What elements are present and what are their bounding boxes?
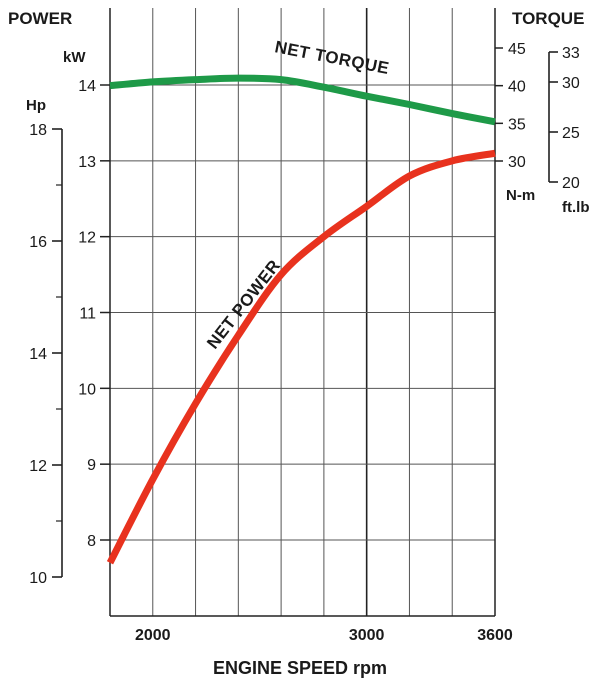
x-tick-label: 3000 <box>349 627 385 644</box>
right-title: TORQUE <box>512 9 584 28</box>
net-power-label: NET POWER <box>203 256 284 352</box>
kw-tick-label: 8 <box>87 533 96 550</box>
ftlb-tick-label: 20 <box>562 175 580 192</box>
hp-axis-label: Hp <box>26 97 46 114</box>
x-tick-label: 2000 <box>135 627 171 644</box>
kw-tick-label: 10 <box>78 381 96 398</box>
x-axis-title: ENGINE SPEED rpm <box>213 658 387 678</box>
net-power-curve <box>106 149 496 565</box>
kw-axis-label: kW <box>63 49 86 66</box>
x-tick-label: 3600 <box>477 627 513 644</box>
nm-tick-label: 35 <box>508 116 526 133</box>
ftlb-tick-label: 30 <box>562 75 580 92</box>
axes: 2000 3000 3600 8 9 10 11 12 13 14 10 12 14 16 18 30 35 40… <box>29 41 580 644</box>
hp-tick-label: 12 <box>29 458 47 475</box>
hp-tick-label: 16 <box>29 234 47 251</box>
ftlb-axis-label: ft.lb <box>562 199 590 216</box>
hp-tick-label: 14 <box>29 346 47 363</box>
left-title: POWER <box>8 9 72 28</box>
hp-tick-label: 10 <box>29 570 47 587</box>
nm-tick-label: 30 <box>508 154 526 171</box>
kw-tick-label: 9 <box>87 457 96 474</box>
kw-tick-label: 12 <box>78 230 96 247</box>
curves <box>106 74 496 565</box>
net-torque-curve <box>109 74 496 126</box>
nm-axis-label: N-m <box>506 187 535 204</box>
ftlb-tick-label: 25 <box>562 125 580 142</box>
kw-tick-label: 11 <box>79 306 96 323</box>
net-torque-label: NET TORQUE <box>273 37 391 78</box>
grid <box>109 8 496 617</box>
hp-tick-label: 18 <box>29 122 47 139</box>
nm-tick-label: 40 <box>508 79 526 96</box>
kw-tick-label: 13 <box>78 154 96 171</box>
nm-tick-label: 45 <box>508 41 526 58</box>
kw-tick-label: 14 <box>78 78 96 95</box>
ftlb-tick-label: 33 <box>562 45 580 62</box>
